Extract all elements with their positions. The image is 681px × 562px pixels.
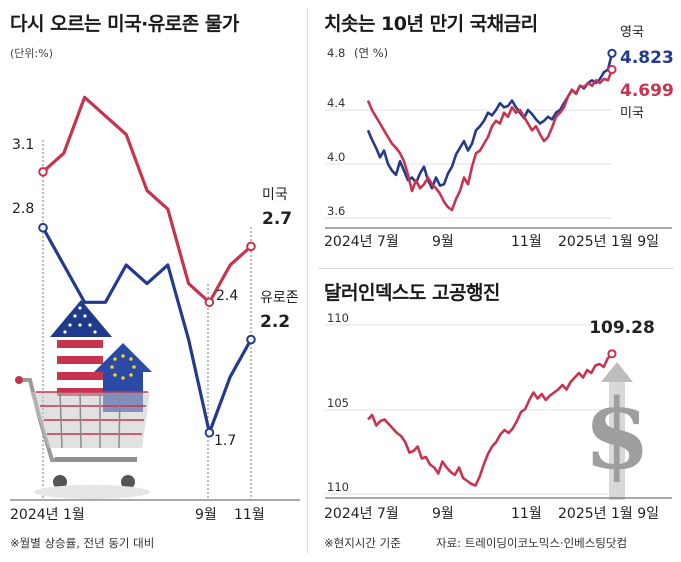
y-tick-label: 110: [327, 311, 349, 325]
uk-end-value: 4.823: [620, 48, 674, 68]
series-line-us: [41, 95, 253, 304]
bond-x-tick-jan9: 2025년 1월 9일: [558, 234, 659, 250]
left-chart-title: 다시 오르는 미국·유로존 물가: [10, 13, 239, 35]
data-point-eurozone: [204, 427, 215, 438]
data-point-eurozone: [246, 334, 256, 345]
data-point-us: [246, 241, 256, 252]
dollar-footnote: ※현지시간 기준: [324, 536, 401, 550]
flag-cart-illustration: [15, 300, 152, 499]
us-end-name: 미국: [262, 187, 288, 203]
y-tick-label-top: 4.8: [327, 46, 345, 60]
dollar-arrow-icon: $: [584, 362, 651, 500]
bond-x-tick-sep: 9월: [432, 234, 454, 250]
eu-end-name: 유로존: [260, 290, 299, 306]
dollar-x-tick-jul: 2024년 7월: [324, 506, 399, 522]
data-point-us: [38, 167, 48, 177]
svg-text:$: $: [584, 378, 651, 491]
y-tick-label: 4.0: [327, 150, 345, 164]
uk-legend-label: 영국: [620, 25, 644, 40]
left-x-tick-sep: 9월: [195, 507, 217, 523]
inflation-chart: 3.1 2.8 2.4 1.7 미국 2.7 유로존 2.2 2024년 1월 …: [10, 95, 300, 523]
bond-chart-title: 치솟는 10년 만기 국채금리: [324, 13, 538, 35]
us-yield-end-value: 4.699: [620, 81, 674, 101]
bond-yield-end-point-0: [607, 48, 617, 58]
dollar-index-end-point-0: [607, 349, 617, 359]
us-end-value: 2.7: [262, 209, 292, 229]
dollar-chart-title: 달러인덱스도 고공행진: [324, 282, 500, 304]
eu-end-value: 2.2: [260, 312, 290, 332]
data-point-eurozone: [38, 222, 48, 233]
data-point-us: [204, 297, 215, 308]
source-note: 자료: 트레이딩이코노믹스·인베스팅닷컴: [436, 536, 628, 550]
eu-start-label: 2.8: [12, 201, 34, 217]
left-footnote: ※월별 상승률, 전년 동기 대비: [10, 536, 155, 550]
left-x-tick-jan: 2024년 1월: [10, 507, 85, 523]
y-tick-label: 110: [327, 480, 349, 494]
y-tick-label: 105: [327, 396, 349, 410]
dollar-x-tick-nov: 11월: [511, 506, 542, 522]
dollar-x-tick-jan9: 2025년 1월 9일: [558, 506, 659, 522]
dollar-index-line-0: [367, 352, 613, 487]
us-start-label: 3.1: [12, 137, 34, 153]
shopping-cart-icon: [15, 376, 150, 499]
bond-x-tick-nov: 11월: [511, 234, 542, 250]
series-line-eurozone: [41, 226, 253, 435]
y-tick-label: 4.4: [327, 96, 345, 110]
left-x-tick-nov: 11월: [234, 507, 265, 523]
panel-divider-vertical: [307, 8, 308, 554]
dollar-x-tick-sep: 9월: [432, 506, 454, 522]
us-sep-label: 2.4: [216, 288, 238, 304]
us-yield-legend-label: 미국: [620, 106, 644, 121]
eu-sep-label: 1.7: [214, 433, 236, 449]
bond-unit-label: (연 %): [354, 46, 388, 60]
bond-yield-line-1: [366, 69, 614, 212]
panel-divider-horizontal: [318, 268, 674, 269]
dollar-end-value: 109.28: [589, 318, 655, 338]
left-chart-unit: (단위:%): [10, 47, 53, 60]
bond-yield-end-point-1: [607, 64, 617, 75]
y-tick-label: 3.6: [327, 204, 345, 218]
bond-x-tick-jul: 2024년 7월: [324, 234, 399, 250]
